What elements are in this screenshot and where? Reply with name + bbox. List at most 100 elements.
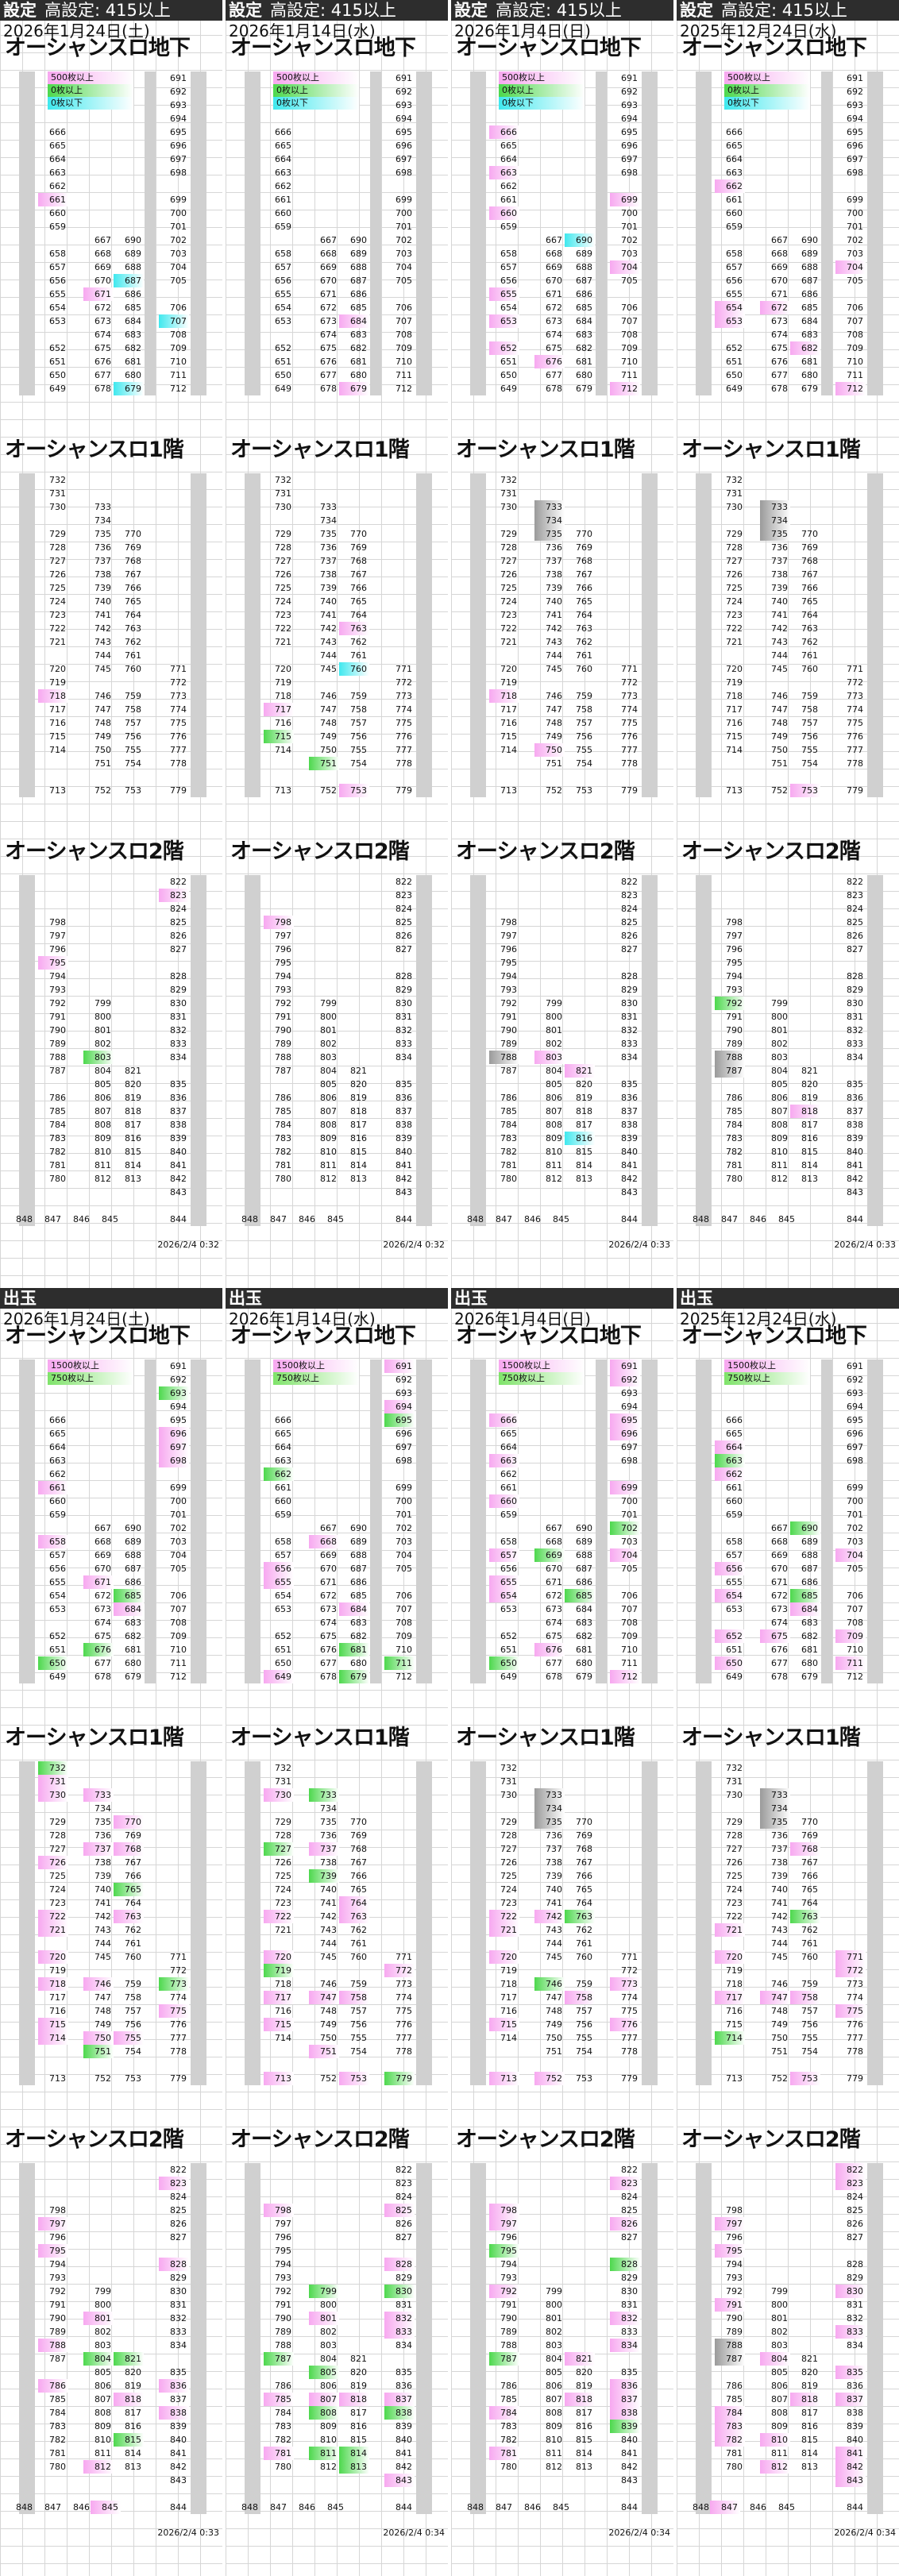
- machine-cell[interactable]: 732: [275, 475, 291, 485]
- machine-cell[interactable]: 736: [546, 1830, 562, 1841]
- machine-cell[interactable]: 747: [95, 704, 111, 715]
- machine-cell[interactable]: 780: [275, 1174, 291, 1184]
- machine-cell[interactable]: 672: [771, 1591, 788, 1601]
- machine-cell[interactable]: 769: [125, 1830, 141, 1841]
- machine-cell[interactable]: 795: [275, 2246, 291, 2256]
- machine-cell[interactable]: 758: [339, 1991, 369, 2004]
- machine-cell[interactable]: 738: [95, 569, 111, 580]
- machine-cell[interactable]: 680: [350, 370, 367, 380]
- machine-cell[interactable]: 708: [847, 330, 863, 340]
- machine-cell[interactable]: 826: [847, 2219, 863, 2229]
- machine-cell[interactable]: 811: [771, 1160, 788, 1170]
- machine-cell[interactable]: 843: [621, 1187, 638, 1197]
- machine-cell[interactable]: 842: [170, 2462, 187, 2472]
- machine-cell[interactable]: 670: [771, 1564, 788, 1574]
- machine-cell[interactable]: 792: [275, 998, 291, 1008]
- machine-cell[interactable]: 762: [801, 1925, 818, 1935]
- machine-cell[interactable]: 708: [170, 330, 187, 340]
- machine-cell[interactable]: 715: [726, 731, 743, 742]
- machine-cell[interactable]: 757: [350, 718, 367, 728]
- machine-cell[interactable]: 793: [49, 2273, 66, 2283]
- machine-cell[interactable]: 736: [320, 542, 337, 553]
- machine-cell[interactable]: 778: [170, 758, 187, 769]
- machine-cell[interactable]: 649: [49, 384, 66, 394]
- machine-cell[interactable]: 808: [95, 1120, 111, 1130]
- machine-cell[interactable]: 687: [576, 276, 592, 286]
- machine-cell[interactable]: 747: [95, 1992, 111, 2003]
- machine-cell[interactable]: 790: [275, 1025, 291, 1035]
- machine-cell[interactable]: 696: [621, 141, 638, 151]
- machine-cell[interactable]: 675: [760, 1629, 790, 1643]
- machine-cell[interactable]: 816: [125, 1133, 141, 1143]
- machine-cell[interactable]: 796: [726, 944, 743, 954]
- machine-cell[interactable]: 653: [500, 1604, 517, 1614]
- machine-cell[interactable]: 716: [275, 2006, 291, 2016]
- machine-cell[interactable]: 661: [726, 195, 743, 205]
- machine-cell[interactable]: 661: [275, 195, 291, 205]
- machine-cell[interactable]: 819: [801, 1093, 818, 1103]
- machine-cell[interactable]: 665: [726, 141, 743, 151]
- machine-cell[interactable]: 681: [350, 357, 367, 367]
- machine-cell[interactable]: 788: [49, 1052, 66, 1062]
- machine-cell[interactable]: 663: [715, 1454, 745, 1467]
- machine-cell[interactable]: 708: [395, 1618, 412, 1628]
- machine-cell[interactable]: 813: [339, 2460, 369, 2474]
- machine-cell[interactable]: 774: [621, 704, 638, 715]
- machine-cell[interactable]: 734: [95, 1803, 111, 1814]
- machine-cell[interactable]: 764: [801, 610, 818, 620]
- machine-cell[interactable]: 746: [320, 691, 337, 701]
- machine-cell[interactable]: 748: [546, 718, 562, 728]
- machine-cell[interactable]: 829: [621, 2273, 638, 2283]
- machine-cell[interactable]: 652: [500, 1631, 517, 1641]
- machine-cell[interactable]: 761: [350, 650, 367, 661]
- machine-cell[interactable]: 781: [489, 2447, 519, 2460]
- machine-cell[interactable]: 705: [621, 276, 638, 286]
- machine-cell[interactable]: 810: [546, 2435, 562, 2445]
- machine-cell[interactable]: 806: [320, 2381, 337, 2391]
- machine-cell[interactable]: 807: [546, 1106, 562, 1116]
- machine-cell[interactable]: 846: [73, 2502, 90, 2512]
- machine-cell[interactable]: 728: [500, 542, 517, 553]
- machine-cell[interactable]: 767: [350, 569, 367, 580]
- machine-cell[interactable]: 789: [500, 2327, 517, 2337]
- machine-cell[interactable]: 808: [309, 2406, 339, 2420]
- machine-cell[interactable]: 806: [320, 1093, 337, 1103]
- machine-cell[interactable]: 800: [320, 1012, 337, 1022]
- machine-cell[interactable]: 734: [760, 1802, 790, 1815]
- machine-cell[interactable]: 769: [801, 1830, 818, 1841]
- machine-cell[interactable]: 684: [790, 1602, 820, 1616]
- machine-cell[interactable]: 710: [170, 1645, 187, 1655]
- machine-cell[interactable]: 769: [350, 1830, 367, 1841]
- machine-cell[interactable]: 777: [395, 2033, 412, 2043]
- machine-cell[interactable]: 829: [395, 2273, 412, 2283]
- machine-cell[interactable]: 662: [715, 179, 745, 193]
- machine-cell[interactable]: 807: [95, 2394, 111, 2404]
- machine-cell[interactable]: 717: [49, 704, 66, 715]
- machine-cell[interactable]: 815: [114, 2433, 144, 2447]
- machine-cell[interactable]: 661: [500, 195, 517, 205]
- machine-cell[interactable]: 699: [395, 195, 412, 205]
- machine-cell[interactable]: 835: [847, 1079, 863, 1089]
- machine-cell[interactable]: 690: [576, 1523, 592, 1533]
- machine-cell[interactable]: 804: [320, 2354, 337, 2364]
- machine-cell[interactable]: 740: [771, 1884, 788, 1895]
- machine-cell[interactable]: 738: [771, 569, 788, 580]
- machine-cell[interactable]: 848: [693, 1214, 709, 1224]
- machine-cell[interactable]: 745: [320, 664, 337, 674]
- machine-cell[interactable]: 779: [170, 785, 187, 796]
- machine-cell[interactable]: 712: [610, 1670, 640, 1683]
- machine-cell[interactable]: 687: [350, 1564, 367, 1574]
- machine-cell[interactable]: 701: [847, 1510, 863, 1520]
- machine-cell[interactable]: 772: [395, 677, 412, 688]
- machine-cell[interactable]: 796: [275, 2232, 291, 2242]
- machine-cell[interactable]: 726: [49, 569, 66, 580]
- machine-cell[interactable]: 782: [726, 1147, 743, 1157]
- machine-cell[interactable]: 665: [500, 141, 517, 151]
- machine-cell[interactable]: 741: [546, 610, 562, 620]
- machine-cell[interactable]: 733: [320, 502, 337, 512]
- machine-cell[interactable]: 756: [576, 2019, 592, 2030]
- machine-cell[interactable]: 812: [320, 2462, 337, 2472]
- machine-cell[interactable]: 718: [500, 1979, 517, 1989]
- machine-cell[interactable]: 671: [771, 1577, 788, 1587]
- machine-cell[interactable]: 770: [350, 529, 367, 539]
